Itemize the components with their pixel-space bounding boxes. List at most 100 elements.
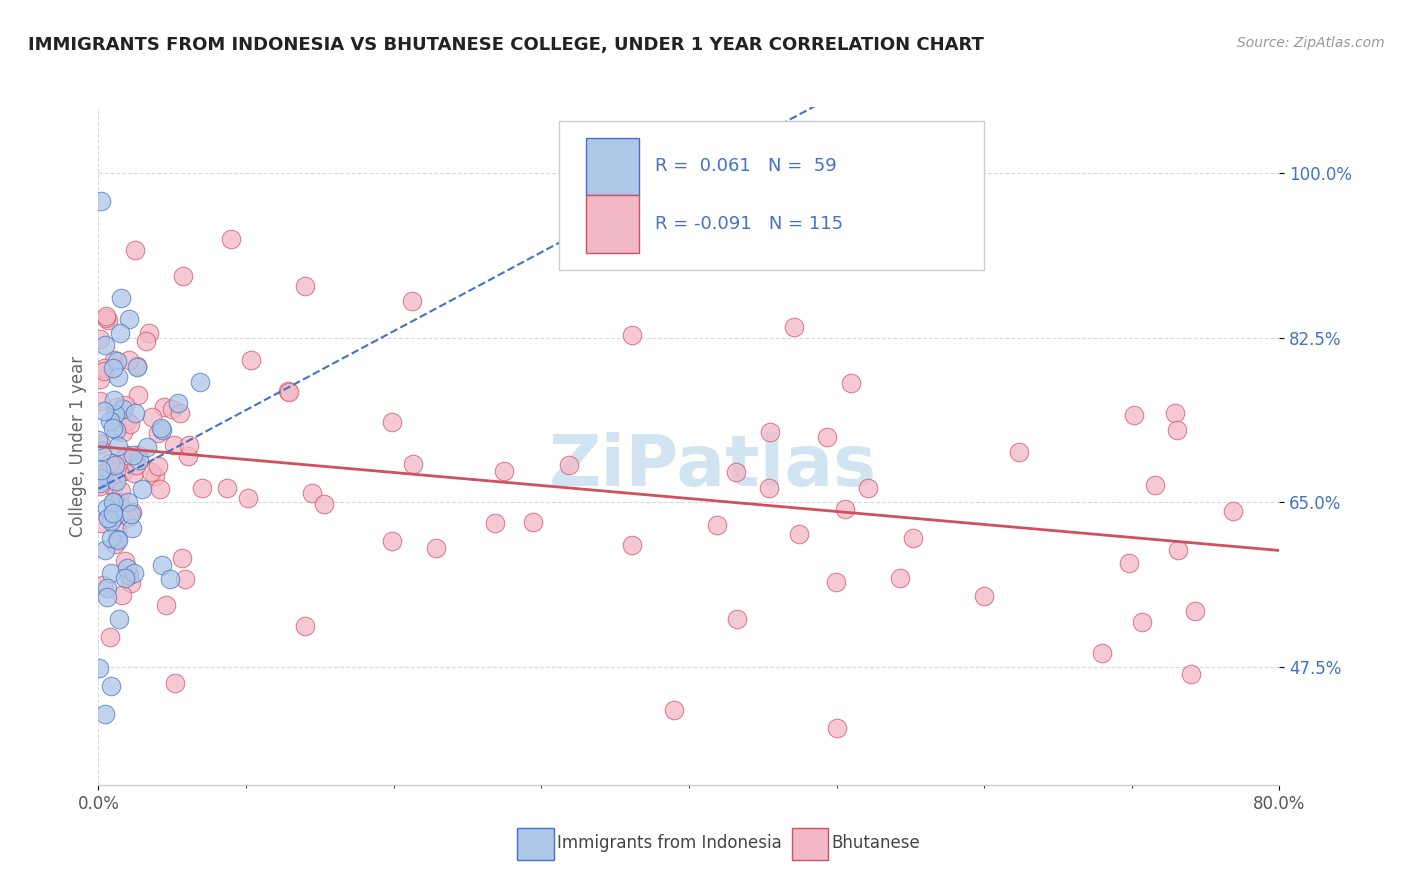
Point bbox=[105, 474, 128, 488]
Point bbox=[111, 401, 134, 416]
Point bbox=[294, 279, 316, 293]
Point bbox=[127, 359, 149, 373]
Point bbox=[93, 471, 115, 485]
Point bbox=[294, 618, 316, 632]
Point bbox=[118, 509, 141, 524]
Point bbox=[143, 469, 166, 483]
Point bbox=[97, 510, 120, 524]
Point bbox=[492, 465, 515, 479]
Point bbox=[100, 531, 122, 545]
Point bbox=[121, 448, 143, 462]
Point bbox=[973, 589, 995, 603]
Point bbox=[177, 438, 200, 452]
Point bbox=[104, 458, 127, 473]
Point bbox=[122, 467, 145, 481]
Point bbox=[120, 417, 142, 432]
Point bbox=[94, 706, 117, 721]
Point bbox=[96, 590, 118, 604]
Point bbox=[98, 414, 121, 428]
Point bbox=[141, 410, 163, 425]
Point bbox=[177, 449, 200, 463]
Text: R =  0.061   N =  59: R = 0.061 N = 59 bbox=[655, 157, 837, 176]
Point bbox=[89, 372, 111, 386]
Point bbox=[94, 309, 117, 323]
Text: ZiPatlas: ZiPatlas bbox=[548, 432, 876, 500]
Point bbox=[278, 385, 301, 400]
Point bbox=[104, 537, 127, 551]
Point bbox=[121, 505, 143, 519]
Point bbox=[314, 497, 336, 511]
Point bbox=[1180, 666, 1202, 681]
Point bbox=[150, 558, 173, 573]
Point bbox=[484, 516, 506, 530]
Point bbox=[1144, 478, 1167, 492]
Point bbox=[100, 514, 122, 528]
Point bbox=[91, 578, 114, 592]
FancyBboxPatch shape bbox=[560, 120, 984, 269]
Point bbox=[104, 423, 127, 437]
Point bbox=[97, 313, 120, 327]
Point bbox=[110, 484, 132, 499]
Point bbox=[172, 551, 194, 566]
Point bbox=[1007, 445, 1029, 459]
Point bbox=[108, 612, 131, 626]
Point bbox=[87, 433, 110, 447]
Point bbox=[191, 482, 214, 496]
Point bbox=[163, 675, 186, 690]
Point bbox=[90, 463, 112, 477]
Point bbox=[402, 458, 425, 472]
Point bbox=[115, 414, 138, 428]
Point bbox=[1164, 405, 1187, 419]
Point bbox=[124, 406, 146, 420]
Point bbox=[105, 354, 128, 368]
Point bbox=[107, 370, 129, 384]
Point bbox=[706, 517, 728, 532]
Point bbox=[103, 480, 125, 494]
Point bbox=[277, 384, 299, 399]
Point bbox=[100, 679, 122, 693]
Point bbox=[380, 533, 402, 548]
Point bbox=[124, 243, 146, 257]
Point bbox=[620, 327, 643, 342]
Point bbox=[118, 352, 141, 367]
Point bbox=[103, 506, 125, 520]
Point bbox=[108, 326, 131, 340]
Point bbox=[127, 360, 149, 375]
Point bbox=[93, 361, 115, 376]
Text: IMMIGRANTS FROM INDONESIA VS BHUTANESE COLLEGE, UNDER 1 YEAR CORRELATION CHART: IMMIGRANTS FROM INDONESIA VS BHUTANESE C… bbox=[28, 36, 984, 54]
Point bbox=[107, 439, 129, 453]
Point bbox=[558, 458, 581, 472]
Point bbox=[105, 457, 128, 471]
Point bbox=[94, 542, 117, 557]
Text: Bhutanese: Bhutanese bbox=[831, 834, 920, 852]
Point bbox=[96, 582, 118, 596]
Point bbox=[1222, 504, 1244, 518]
Point bbox=[93, 404, 115, 418]
Point bbox=[425, 541, 447, 555]
Point bbox=[120, 576, 142, 591]
Point bbox=[108, 495, 131, 509]
Point bbox=[149, 483, 172, 497]
Point bbox=[128, 453, 150, 467]
Point bbox=[239, 352, 262, 367]
Point bbox=[89, 478, 111, 492]
Point bbox=[91, 443, 114, 458]
Text: Source: ZipAtlas.com: Source: ZipAtlas.com bbox=[1237, 36, 1385, 50]
Point bbox=[889, 571, 911, 585]
FancyBboxPatch shape bbox=[586, 137, 640, 195]
Point bbox=[162, 401, 184, 416]
Point bbox=[124, 566, 146, 580]
Point bbox=[159, 572, 181, 586]
Point bbox=[724, 465, 747, 479]
Point bbox=[105, 532, 128, 546]
Point bbox=[172, 269, 194, 284]
Point bbox=[90, 516, 112, 531]
Point bbox=[1167, 543, 1189, 558]
Point bbox=[381, 416, 404, 430]
Point bbox=[1130, 615, 1153, 629]
Point bbox=[127, 448, 149, 462]
Point bbox=[150, 421, 173, 435]
Point bbox=[118, 568, 141, 582]
Point bbox=[783, 319, 806, 334]
Point bbox=[834, 501, 856, 516]
